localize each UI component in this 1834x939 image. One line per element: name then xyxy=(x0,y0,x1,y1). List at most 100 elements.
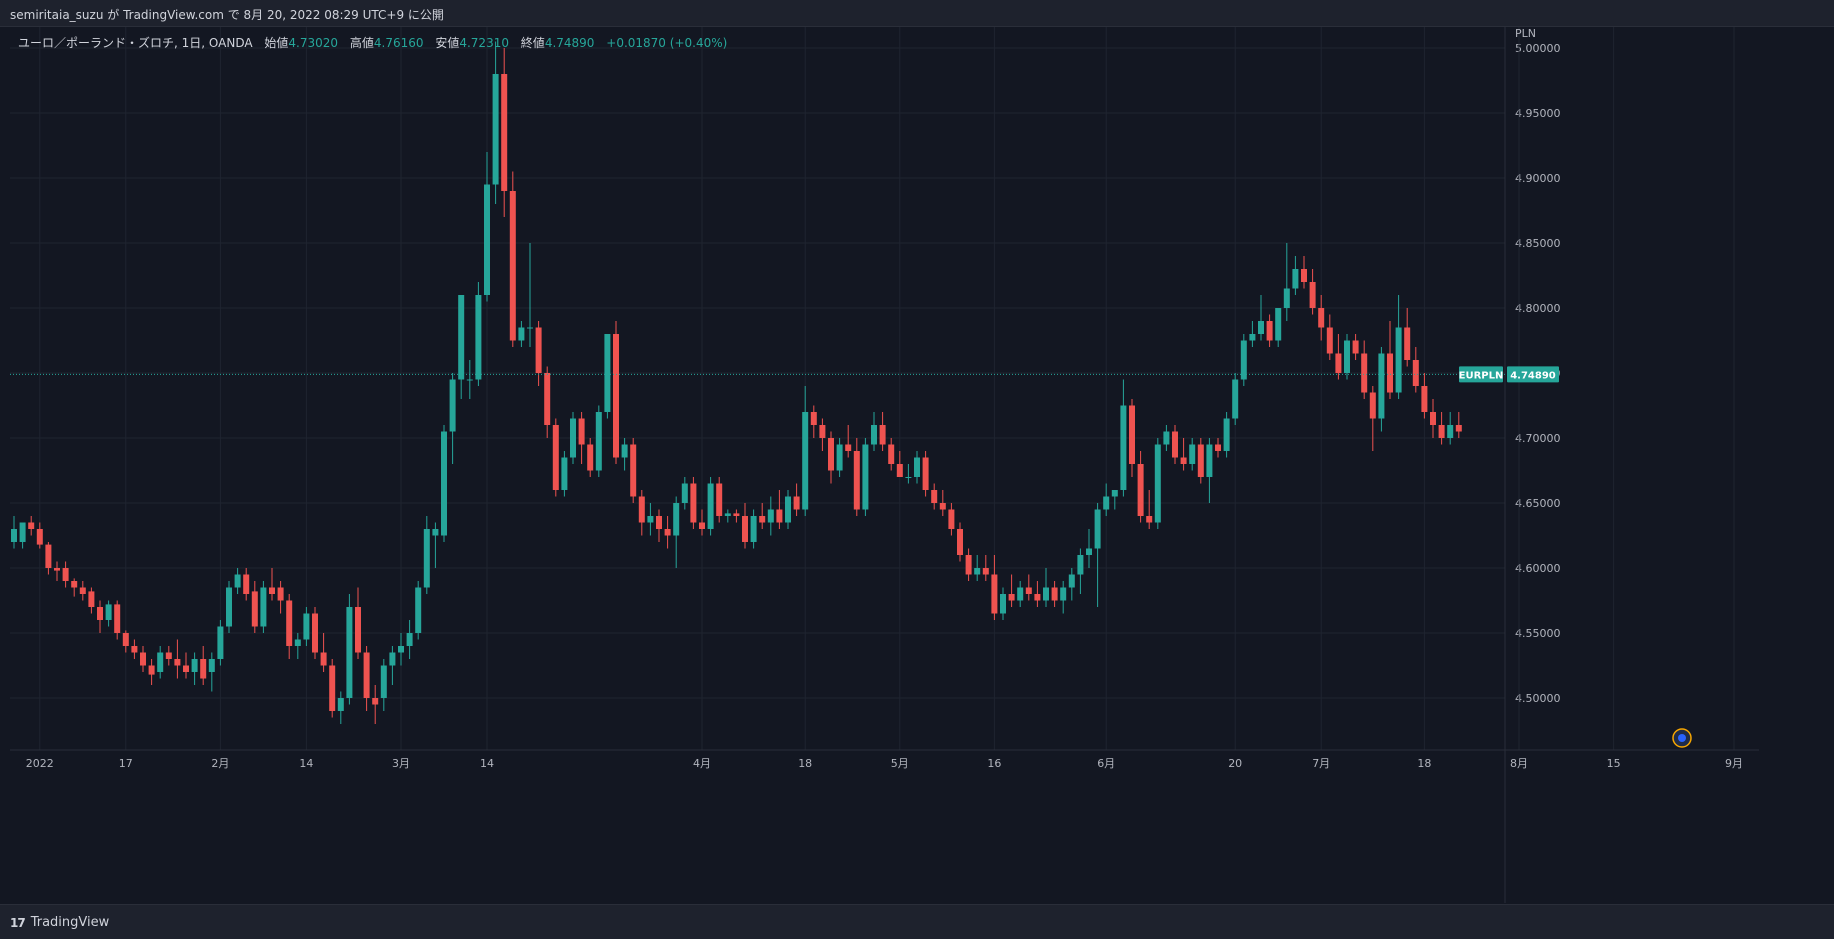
candle xyxy=(1154,438,1161,529)
candle-body xyxy=(148,665,155,675)
candle xyxy=(922,451,929,497)
candle-body xyxy=(1086,548,1092,555)
candle-body xyxy=(131,646,138,653)
time-tick-label: 8月 xyxy=(1510,757,1528,770)
candle xyxy=(1060,581,1067,614)
candle xyxy=(1266,314,1273,347)
price-chart[interactable]: 5.000004.950004.900004.850004.800004.750… xyxy=(10,27,1759,903)
candle-body xyxy=(243,574,250,594)
candle-body xyxy=(664,529,671,536)
candle xyxy=(1430,399,1436,438)
time-tick-label: 7月 xyxy=(1312,757,1330,770)
candle-body xyxy=(1232,379,1239,419)
candle xyxy=(570,412,576,464)
candle xyxy=(879,412,886,451)
candle-body xyxy=(1163,431,1170,445)
candle-body xyxy=(11,529,17,542)
candle xyxy=(621,438,628,471)
candle-body xyxy=(1240,340,1247,380)
time-tick-label: 14 xyxy=(299,757,313,770)
legend-low-label: 安値 xyxy=(435,36,460,50)
candle-body xyxy=(604,334,611,412)
candle-body xyxy=(441,431,447,536)
price-tick-label: 4.55000 xyxy=(1515,627,1561,640)
candle xyxy=(11,516,17,549)
candle xyxy=(466,360,473,399)
candle xyxy=(656,509,662,542)
plot-background xyxy=(10,27,1505,750)
published-text: semiritaia_suzu が TradingView.com で 8月 2… xyxy=(10,8,444,22)
candle xyxy=(828,431,834,484)
candle-body xyxy=(200,659,207,679)
candle xyxy=(1369,386,1376,451)
candle xyxy=(673,496,680,568)
price-tick-label: 4.70000 xyxy=(1515,432,1561,445)
candle-body xyxy=(724,513,731,516)
candle xyxy=(79,581,86,601)
candle xyxy=(88,587,95,614)
candle xyxy=(1137,451,1144,523)
price-tick-label: 4.50000 xyxy=(1515,692,1561,705)
tradingview-brand[interactable]: 17 TradingView xyxy=(10,915,109,930)
candle-body xyxy=(518,327,525,341)
candle xyxy=(36,522,43,549)
candle-body xyxy=(587,444,594,471)
candle-body xyxy=(79,587,86,594)
candle xyxy=(1378,347,1385,432)
candle-body xyxy=(1129,405,1135,464)
candle xyxy=(785,490,791,529)
candle xyxy=(449,373,456,464)
candle xyxy=(1395,295,1402,399)
candle xyxy=(535,321,542,386)
candle xyxy=(716,477,723,523)
candle-body xyxy=(1223,418,1230,451)
candle-body xyxy=(54,568,60,571)
candle-body xyxy=(948,509,955,529)
candle xyxy=(802,386,809,516)
candle xyxy=(776,490,783,529)
event-marker-dot-icon xyxy=(1678,734,1686,742)
candle-body xyxy=(1068,574,1075,588)
candle xyxy=(337,691,344,724)
candle-body xyxy=(922,457,929,490)
legend-symbol[interactable]: ユーロ／ポーランド・ズロチ, 1日, OANDA xyxy=(18,36,253,50)
time-tick-label: 18 xyxy=(1417,757,1431,770)
candle-body xyxy=(991,574,998,614)
candle xyxy=(1051,581,1058,607)
legend-open-label: 始値 xyxy=(264,36,289,50)
candle xyxy=(578,412,585,464)
candle-body xyxy=(1258,321,1264,334)
candle xyxy=(131,639,138,659)
candle xyxy=(1318,295,1325,341)
candle xyxy=(518,321,525,347)
candle-body xyxy=(1318,308,1325,328)
candle-body xyxy=(226,587,232,627)
symbol-legend: ユーロ／ポーランド・ズロチ, 1日, OANDA 始値4.73020 高値4.7… xyxy=(18,34,727,51)
candle-body xyxy=(1266,321,1273,341)
candle-body xyxy=(707,483,714,529)
candle-body xyxy=(1387,353,1393,393)
candle-body xyxy=(1215,444,1221,451)
candle-body xyxy=(535,327,542,373)
price-tick-label: 4.90000 xyxy=(1515,172,1561,185)
chart-area[interactable]: 5.000004.950004.900004.850004.800004.750… xyxy=(10,27,1759,903)
candle-body xyxy=(1060,587,1067,601)
candle-body xyxy=(828,438,834,471)
candle-body xyxy=(1404,327,1411,360)
candle-body xyxy=(1361,353,1368,393)
candle-body xyxy=(836,444,843,471)
candle xyxy=(793,483,800,516)
candle xyxy=(1421,373,1428,419)
candle xyxy=(174,639,181,679)
candle xyxy=(1344,334,1350,380)
candle-body xyxy=(1197,444,1204,477)
candle xyxy=(1412,347,1419,393)
candle-body xyxy=(346,607,353,698)
candle-body xyxy=(630,444,637,497)
candle xyxy=(1240,334,1247,386)
candle-body xyxy=(1438,425,1445,438)
candle xyxy=(1025,574,1032,601)
candle xyxy=(561,451,568,497)
candle xyxy=(604,334,611,419)
legend-change-value: +0.01870 (+0.40%) xyxy=(606,36,728,50)
